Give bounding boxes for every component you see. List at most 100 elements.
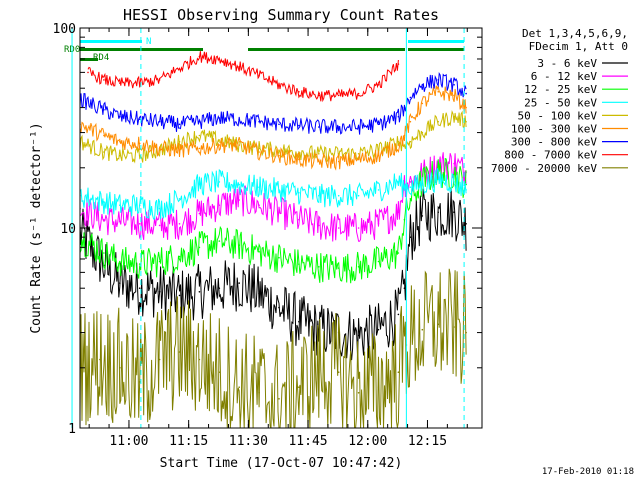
series-line-25-50-kev bbox=[80, 168, 467, 220]
data-point bbox=[218, 144, 221, 146]
legend-entry-label: 6 - 12 keV bbox=[531, 70, 598, 83]
data-point bbox=[403, 144, 406, 146]
data-point bbox=[421, 102, 424, 105]
y-tick-label: 100 bbox=[53, 22, 76, 37]
data-point bbox=[158, 120, 161, 123]
x-tick-label: 12:00 bbox=[348, 434, 387, 449]
data-point bbox=[377, 189, 380, 191]
data-point bbox=[119, 282, 121, 284]
series-line-7000-20000-kev bbox=[80, 268, 467, 428]
data-point bbox=[397, 371, 400, 374]
data-point bbox=[409, 181, 412, 183]
data-point bbox=[421, 131, 424, 134]
x-axis-label: Start Time (17-Oct-07 10:47:42) bbox=[160, 456, 403, 471]
rd4-bar bbox=[80, 58, 98, 61]
data-point bbox=[357, 334, 360, 337]
y-axis-label: Count Rate (s⁻¹ detector⁻¹) bbox=[29, 122, 44, 333]
data-point bbox=[138, 263, 141, 265]
data-point bbox=[258, 292, 260, 295]
data-point bbox=[298, 158, 300, 161]
series-line-300-800-kev bbox=[80, 71, 467, 135]
data-point bbox=[409, 198, 412, 200]
data-point bbox=[218, 204, 221, 206]
rd-bar bbox=[80, 48, 203, 51]
legend: Det 1,3,4,5,6,9,FDecim 1, Att 0 3 - 6 keV… bbox=[491, 27, 628, 175]
data-point bbox=[453, 94, 455, 97]
data-point bbox=[298, 124, 300, 127]
data-point bbox=[158, 224, 161, 227]
data-point bbox=[119, 82, 121, 84]
data-point bbox=[138, 287, 141, 290]
data-point bbox=[409, 140, 412, 143]
data-point bbox=[337, 126, 340, 128]
data-point bbox=[437, 120, 440, 123]
data-point bbox=[298, 386, 300, 389]
data-point bbox=[318, 224, 320, 227]
data-point bbox=[178, 294, 181, 297]
rd-bar bbox=[408, 48, 464, 51]
data-point bbox=[138, 154, 141, 157]
data-point bbox=[357, 392, 360, 394]
data-point bbox=[119, 140, 121, 143]
y-axis: 1 10 100 bbox=[53, 22, 482, 437]
series-line-12-25-kev bbox=[80, 157, 467, 284]
legend-entry-label: 12 - 25 keV bbox=[524, 83, 597, 96]
vertical-markers bbox=[71, 28, 465, 428]
data-point bbox=[318, 371, 320, 374]
series-300-800-kev bbox=[80, 71, 467, 135]
legend-entry-label: 7000 - 20000 keV bbox=[491, 162, 597, 175]
data-point bbox=[218, 181, 221, 183]
data-point bbox=[138, 82, 141, 84]
series-25-50-kev bbox=[80, 168, 467, 220]
data-point bbox=[278, 123, 280, 126]
legend-entry-label: 800 - 7000 keV bbox=[504, 149, 597, 162]
legend-entry-label: 100 - 300 keV bbox=[511, 123, 597, 136]
series-line-100-300-kev bbox=[80, 85, 467, 171]
legend-entry-label: 50 - 100 keV bbox=[518, 109, 598, 122]
data-point bbox=[198, 183, 201, 186]
data-point bbox=[337, 194, 340, 197]
data-point bbox=[377, 84, 380, 86]
data-point bbox=[397, 115, 400, 118]
data-point bbox=[103, 201, 105, 203]
data-point bbox=[258, 120, 260, 123]
data-point bbox=[409, 96, 412, 99]
data-point bbox=[298, 263, 300, 265]
data-point bbox=[258, 392, 260, 394]
series-line-800-7000-kev bbox=[87, 51, 399, 103]
data-point bbox=[238, 199, 240, 201]
data-point bbox=[298, 91, 300, 93]
data-point bbox=[218, 58, 221, 60]
series-800-7000-kev bbox=[87, 51, 400, 103]
data-point bbox=[278, 189, 280, 191]
data-point bbox=[103, 151, 105, 153]
data-point bbox=[453, 211, 455, 213]
legend-header: FDecim 1, Att 0 bbox=[529, 40, 628, 53]
x-tick-label: 11:45 bbox=[288, 434, 327, 449]
data-point bbox=[238, 144, 240, 146]
data-point bbox=[103, 218, 105, 221]
data-point bbox=[258, 204, 260, 206]
data-point bbox=[357, 153, 360, 155]
data-point bbox=[218, 139, 221, 141]
data-point bbox=[337, 160, 340, 163]
data-point bbox=[278, 154, 280, 157]
rd4-label: RD4 bbox=[93, 53, 109, 63]
data-point bbox=[198, 291, 201, 293]
data-point bbox=[357, 126, 360, 128]
n-label: N bbox=[146, 37, 151, 47]
data-point bbox=[318, 153, 320, 155]
data-point bbox=[238, 183, 240, 186]
data-point bbox=[437, 91, 440, 93]
data-point bbox=[409, 186, 412, 188]
data-point bbox=[238, 66, 240, 68]
series-line-3-6-kev bbox=[80, 188, 467, 361]
data-point bbox=[258, 151, 260, 153]
x-tick-label: 12:15 bbox=[408, 434, 447, 449]
data-point bbox=[397, 181, 400, 183]
data-point bbox=[465, 120, 467, 123]
data-point bbox=[278, 149, 280, 151]
footer-date: 17-Feb-2010 01:18 bbox=[542, 467, 634, 477]
data-point bbox=[465, 331, 467, 334]
data-point bbox=[138, 204, 141, 206]
